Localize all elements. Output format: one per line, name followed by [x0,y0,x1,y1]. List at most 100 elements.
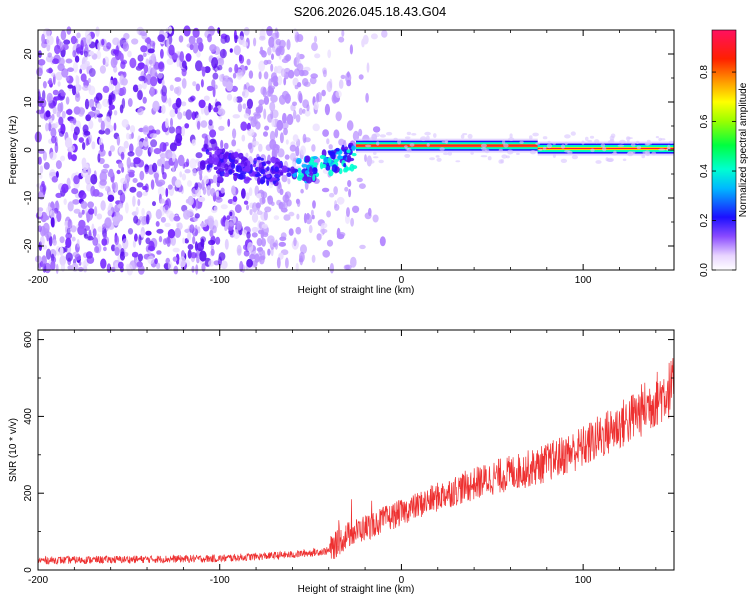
spectrogram-noise-cell [70,122,74,132]
spectrogram-noise-cell [140,231,144,238]
spectrogram-noise-cell [84,98,90,110]
spectrogram-noise-cell [51,135,57,144]
spectrogram-noise-cell [167,229,176,239]
spectrogram-noise-cell [313,35,318,43]
spectrogram-noise-cell [226,215,231,221]
spectrogram-noise-cell [157,34,165,43]
spectrogram-noise-cell [59,236,65,244]
spectrogram-noise-cell [170,117,173,128]
spectrogram-noise-cell [197,196,206,202]
spectrogram-noise-cell [295,114,301,123]
spectrogram-noise-cell [191,265,195,273]
spectrogram-noise-cell [200,236,207,243]
spectrogram-noise-cell [129,57,137,69]
signal-sidelobe-cell [376,141,380,146]
spectrogram-noise-cell [148,240,155,251]
spectrogram-noise-cell [111,244,116,252]
spectrogram-noise-cell [83,233,89,239]
signal-sidelobe-cell [571,155,579,160]
spectrogram-noise-cell [70,225,77,233]
spectrogram-noise-cell [76,239,80,248]
spectrogram-noise-cell [268,87,275,94]
spectrogram-noise-cell [361,38,365,48]
spectrogram-noise-cell [102,99,110,107]
spectrogram-noise-cell [326,138,330,145]
signal-sidelobe-cell [567,150,573,155]
spectrogram-noise-cell [184,123,190,129]
spectrogram-transition-cell [260,168,266,175]
spectrogram-transition-cell [236,173,244,180]
spectrogram-noise-cell [140,31,147,37]
signal-sidelobe-cell [552,153,556,158]
spectrogram-noise-cell [259,35,266,41]
spectrogram-noise-cell [209,129,217,138]
spectrogram-noise-cell [72,251,80,258]
signal-sidelobe-cell [602,146,607,152]
spectrogram-noise-cell [283,77,287,86]
spectrogram-noise-cell [209,44,217,53]
signal-sidelobe-cell [519,140,524,144]
spectrogram-noise-cell [286,39,291,51]
spectrogram-noise-cell [119,74,125,86]
spectrogram-noise-cell [155,176,159,185]
spectrogram-noise-cell [177,222,183,230]
spectrogram-noise-cell [79,68,83,74]
spectrogram-transition-cell [266,160,271,165]
spectrogram-noise-cell [146,214,150,225]
spectrogram-noise-cell [240,121,248,131]
spectrogram-noise-cell [321,89,326,97]
spectrogram-noise-cell [102,233,108,239]
spectrogram-noise-cell [227,118,231,127]
spectrogram-noise-cell [45,248,52,260]
spectrogram-noise-cell [73,208,81,214]
spectrogram-noise-cell [296,213,300,220]
spectrogram-noise-cell [270,201,275,207]
spectrogram-noise-cell [178,256,186,268]
spectrogram-noise-cell [300,244,307,255]
spectrogram-noise-cell [152,100,160,112]
spectrogram-noise-cell [252,140,260,146]
spectrogram-noise-cell [155,129,161,135]
spectrogram-noise-cell [250,116,257,128]
spectrogram-transition-cell [260,157,264,161]
spectrogram-noise-cell [271,53,274,60]
spectrogram-noise-cell [166,236,171,247]
signal-sidelobe-cell [424,131,431,136]
spectrogram-noise-cell [165,187,169,198]
spectrogram-noise-cell [85,173,92,185]
spectrogram-noise-cell [88,120,94,129]
signal-sidelobe-cell [658,137,662,142]
spectrogram-noise-cell [366,62,370,73]
signal-sidelobe-cell [500,159,505,164]
spectrogram-transition-cell [244,176,251,182]
signal-sidelobe-cell [535,142,541,146]
spectrogram-noise-cell [280,207,288,213]
signal-sidelobe-cell [636,140,640,144]
signal-sidelobe-cell [627,151,634,156]
spectrogram-noise-cell [379,236,386,247]
spectrogram-noise-cell [267,235,275,245]
spectrogram-noise-cell [263,108,267,120]
spectrogram-noise-cell [158,62,165,70]
spectrogram-noise-cell [175,253,180,265]
spectrogram-transition-cell [321,163,327,169]
spectrogram-noise-cell [310,73,319,79]
spectrogram-noise-cell [98,129,106,135]
spectrogram-noise-cell [123,251,129,257]
spectrogram-noise-cell [45,110,51,118]
spectrogram-noise-cell [310,209,314,217]
spectrogram-transition-cell [234,159,238,164]
spectrogram-noise-cell [165,118,169,129]
spectrogram-noise-cell [161,163,165,175]
signal-sidelobe-cell [626,139,630,144]
spectrogram-transition-cell [331,164,338,173]
spectrogram-noise-cell [283,127,288,136]
spectrogram-image [34,25,674,276]
spectrogram-noise-cell [126,157,131,169]
spectrogram-noise-cell [189,158,197,170]
spectrogram-noise-cell [220,260,228,270]
signal-sidelobe-cell [447,151,452,156]
spectrogram-noise-cell [299,255,304,266]
signal-sidelobe-cell [393,137,398,141]
